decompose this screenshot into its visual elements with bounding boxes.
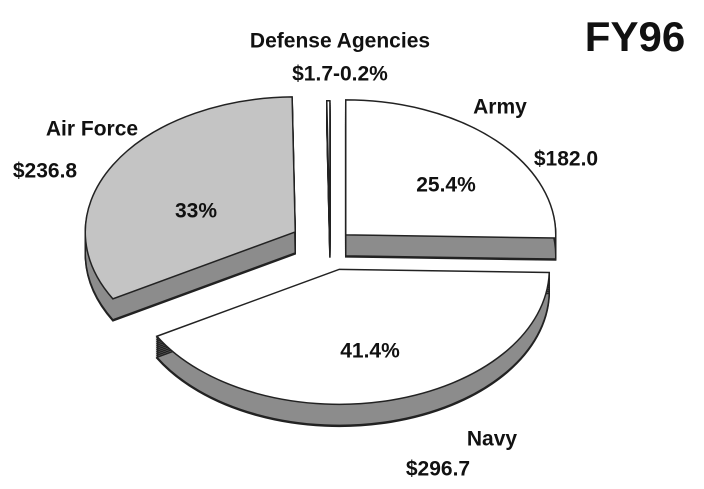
percent-label: 25.4% [416, 174, 476, 197]
percent-label: 33% [175, 200, 217, 223]
slice [155, 268, 551, 406]
value-label: $1.7-0.2% [292, 63, 388, 86]
slice-name: Army [473, 96, 527, 119]
slice-name: Navy [467, 428, 518, 451]
slice-name: Defense Agencies [250, 30, 430, 53]
slice-name: Air Force [46, 118, 138, 141]
value-label: $296.7 [406, 458, 470, 481]
slice [84, 96, 297, 300]
slice [326, 100, 331, 236]
value-label: $236.8 [13, 160, 78, 183]
value-label: $182.0 [534, 148, 598, 171]
chart-title: FY96 [585, 13, 685, 60]
percent-label: 41.4% [340, 340, 400, 363]
slice [344, 99, 557, 239]
